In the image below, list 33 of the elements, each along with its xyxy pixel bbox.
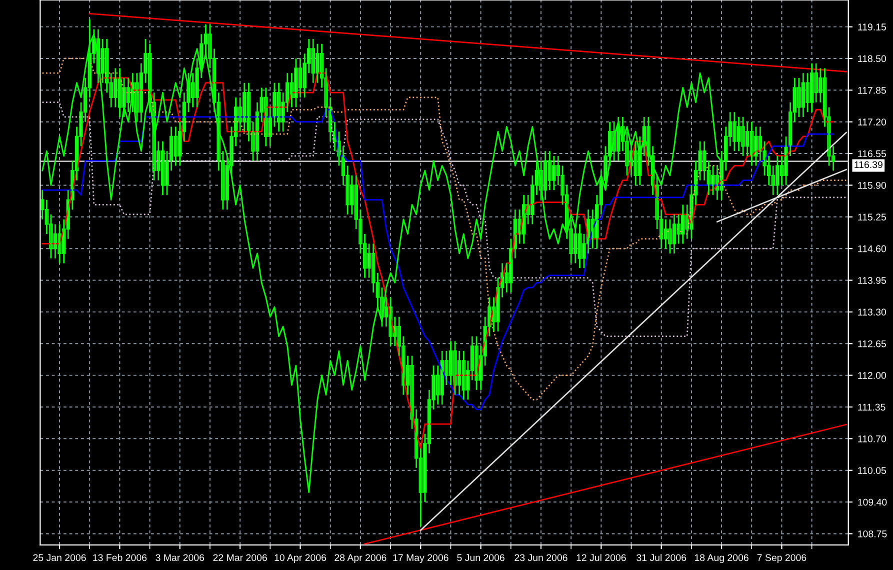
y-tick-label: 119.15 — [858, 24, 886, 30]
x-tick-label: 31 Jul 2006 — [636, 554, 686, 562]
x-tick-label: 5 Jun 2006 — [457, 554, 504, 562]
x-tick-label: 18 Aug 2006 — [694, 554, 748, 564]
y-tick-label: 118.50 — [858, 55, 886, 62]
x-tick-label: 28 Apr 2006 — [334, 554, 386, 564]
line-series — [42, 102, 847, 338]
y-tick-label: 111.35 — [858, 404, 886, 411]
line-series — [42, 58, 847, 400]
x-tick-label: 3 Mar 2006 — [156, 554, 204, 562]
y-tick-label: 110.05 — [858, 467, 886, 474]
x-tick-label: 10 Apr 2006 — [274, 554, 326, 564]
x-tick-label: 23 Jun 2006 — [514, 554, 568, 562]
y-tick-label: 108.75 — [858, 530, 887, 538]
y-tick-label: 112.00 — [858, 372, 886, 379]
x-tick-label: 22 Mar 2006 — [213, 554, 267, 562]
y-tick-label: 110.70 — [858, 435, 886, 442]
x-tick-label: 17 May 2006 — [393, 554, 448, 564]
y-tick-label: 113.95 — [858, 276, 886, 284]
x-tick-label: 7 Sep 2006 — [757, 554, 806, 564]
y-tick-label: 115.90 — [858, 182, 886, 189]
y-tick-label: 117.85 — [858, 86, 886, 94]
y-tick-label: 114.60 — [858, 245, 886, 252]
y-tick-label: 116.55 — [858, 150, 886, 158]
x-tick-label: 12 Jul 2006 — [576, 554, 626, 562]
ref-line-label: 116.39 — [854, 161, 882, 168]
x-tick-label: 13 Feb 2006 — [93, 554, 147, 562]
y-tick-label: 117.20 — [858, 118, 886, 126]
y-tick-label: 109.40 — [858, 498, 887, 506]
y-tick-label: 113.30 — [858, 308, 886, 316]
x-tick-label: 25 Jan 2006 — [33, 554, 86, 562]
y-tick-label: 112.65 — [858, 340, 886, 348]
y-tick-label: 115.25 — [858, 214, 886, 221]
